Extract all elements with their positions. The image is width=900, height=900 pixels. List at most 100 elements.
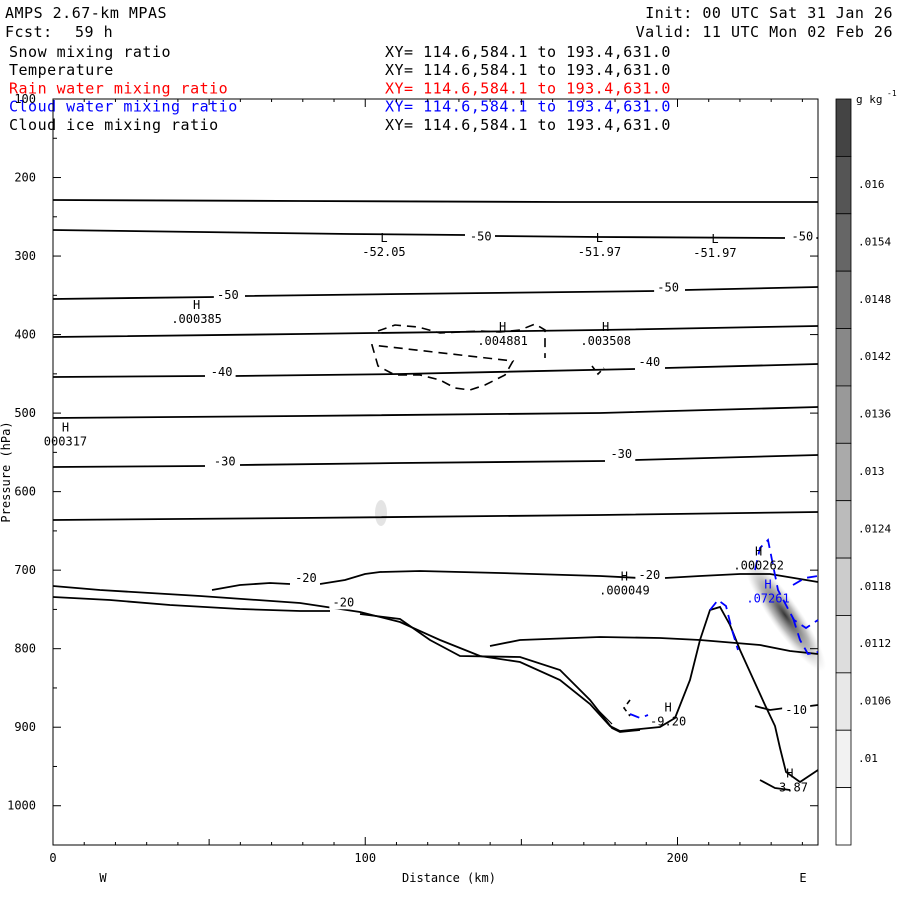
colorbar-box <box>835 155 852 215</box>
extremum-value: .000049 <box>599 584 650 598</box>
cloud-ice-shading-small <box>375 500 387 526</box>
extremum-mark: L <box>380 231 387 245</box>
colorbar-tick-label: .0136 <box>858 408 891 421</box>
y-tick-label: 200 <box>14 171 36 185</box>
extremum-mark: H <box>62 420 69 434</box>
x-axis-east-label: E <box>799 871 806 885</box>
contour-label-bg <box>329 596 358 610</box>
isotherm-line <box>489 636 819 655</box>
contour-labels: -50 -50 -50 -50 -40 -40 -30 -30 -20 -20 -20 -10 <box>207 229 817 717</box>
extremum-mark: H <box>755 544 762 558</box>
cloud-ice-contour <box>591 365 605 376</box>
y-tick-label: 500 <box>14 406 36 420</box>
colorbar-box <box>835 729 852 789</box>
extremum-mark: H <box>193 298 200 312</box>
y-tick-label: 1000 <box>7 799 36 813</box>
extremum-mark: H <box>786 767 793 781</box>
isotherm-line <box>52 511 819 521</box>
contour-label: -30 <box>610 447 632 461</box>
x-axis-west-label: W <box>99 871 107 885</box>
contour-label-bg <box>654 281 683 295</box>
extremum-value: -51.97 <box>693 246 736 260</box>
cloud-water-contour <box>754 538 819 630</box>
plot-area: -50 -50-50-50-40-40-30-30-20-20-20-10 L-5… <box>0 92 826 885</box>
colorbar-box <box>835 500 852 559</box>
extremum-value: -9.20 <box>650 715 686 729</box>
contour-label: -40 <box>639 355 661 369</box>
colorbar: g kg -1 .016 .0154 .0148 .0142 .0136 .013 .012… <box>835 89 897 846</box>
colorbar-units-exponent: -1 <box>887 89 897 98</box>
terrain-detail <box>597 709 613 725</box>
colorbar-box <box>835 787 852 846</box>
colorbar-tick-label: .0142 <box>858 350 891 363</box>
plot-frame <box>52 98 819 846</box>
colorbar-tick-label: .0112 <box>858 637 891 650</box>
contour-label: -20 <box>639 568 661 582</box>
colorbar-box <box>835 213 852 272</box>
colorbar-box <box>835 615 852 674</box>
contour-label: -50 <box>470 229 492 243</box>
y-tick-label: 300 <box>14 249 36 263</box>
isotherm-line <box>52 229 818 239</box>
extremum-value: .000385 <box>171 312 222 326</box>
colorbar-tick-label: .0118 <box>858 580 891 593</box>
contour-label: -30 <box>214 455 236 469</box>
extremum-value: .004881 <box>477 334 528 348</box>
isotherm-line <box>759 779 791 791</box>
colorbar-tick-label: .013 <box>858 465 885 478</box>
cloud-ice-shading <box>744 558 826 672</box>
contour-label: -50 <box>217 288 239 302</box>
y-tick-label: 600 <box>14 485 36 499</box>
init-time: Init: 00 UTC Sat 31 Jan 26 <box>645 4 893 22</box>
extremum-value: .000262 <box>733 558 784 572</box>
colorbar-box <box>835 442 852 502</box>
cloud-water-contours <box>629 538 819 719</box>
colorbar-box <box>835 385 852 444</box>
y-tick-label: 700 <box>14 563 36 577</box>
colorbar-units: g kg <box>856 93 883 106</box>
isotherm-line <box>52 406 819 419</box>
extremum-mark: L <box>711 232 718 246</box>
extremum-value: -3.87 <box>772 781 808 795</box>
field-name: Temperature <box>9 61 114 79</box>
contour-label-bg <box>635 355 664 369</box>
colorbar-tick-label: .0106 <box>858 695 891 708</box>
contour-label-bg <box>213 289 242 303</box>
field-xy: XY= 114.6,584.1 to 193.4,631.0 <box>385 116 671 134</box>
extremum-mark: L <box>596 231 603 245</box>
cloud-water-contour <box>629 713 649 719</box>
isotherm-line <box>52 325 819 338</box>
colorbar-box <box>835 328 852 387</box>
field-name: Snow mixing ratio <box>9 43 171 61</box>
y-axis-top-label: 100 <box>14 92 36 106</box>
extremum-value: .07261 <box>746 591 789 605</box>
field-xy: XY= 114.6,584.1 to 193.4,631.0 <box>385 79 671 97</box>
x-axis: 0 100 200 <box>49 99 803 865</box>
isotherm-line <box>52 199 818 203</box>
extremum-mark: H <box>602 320 609 334</box>
extremum-mark: H <box>621 570 628 584</box>
y-axis-title: Pressure (hPa) <box>0 421 13 522</box>
field-name: Rain water mixing ratio <box>9 79 228 97</box>
field-xy: XY= 114.6,584.1 to 193.4,631.0 <box>385 61 671 79</box>
contour-label-bg <box>607 447 636 461</box>
colorbar-box <box>835 98 852 157</box>
colorbar-tick-labels: .016 .0154 .0148 .0142 .0136 .013 .0124 .0118 .0… <box>858 178 891 765</box>
forecast-label: Fcst: <box>5 23 53 41</box>
field-xy: XY= 114.6,584.1 to 193.4,631.0 <box>385 43 671 61</box>
y-axis: 200 300 400 500 600 700 800 900 1000 <box>7 137 818 846</box>
extremum-value: .003508 <box>580 334 631 348</box>
y-tick-label: 800 <box>14 642 36 656</box>
colorbar-tick-label: .0148 <box>858 293 891 306</box>
field-xy: XY= 114.6,584.1 to 193.4,631.0 <box>385 98 671 116</box>
contour-label: -10 <box>785 703 807 717</box>
contour-label-bg <box>210 455 239 469</box>
colorbar-tick-label: .01 <box>858 752 878 765</box>
colorbar-tick-label: .016 <box>858 178 885 191</box>
field-name: Cloud water mixing ratio <box>9 98 238 116</box>
extremum-mark: H <box>499 320 506 334</box>
contour-label-bg <box>466 230 495 244</box>
colorbar-box <box>835 557 852 616</box>
cloud-water-contour <box>709 598 739 651</box>
